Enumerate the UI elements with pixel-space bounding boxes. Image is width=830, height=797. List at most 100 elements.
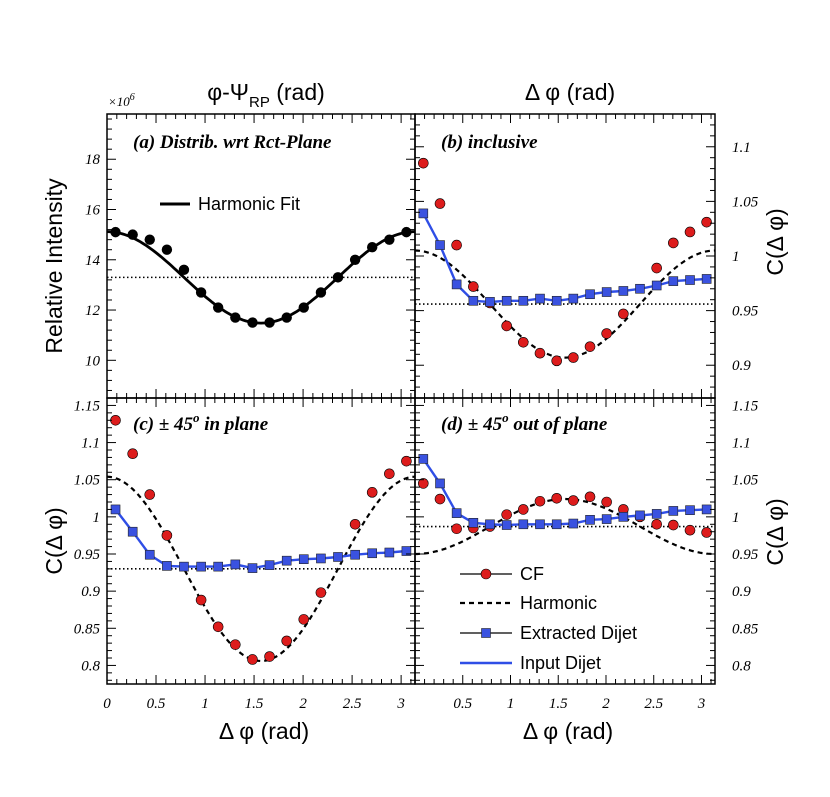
cf-point — [517, 504, 529, 515]
data-point — [178, 264, 190, 276]
data-point — [384, 234, 395, 245]
y-tick-label: 1.05 — [732, 473, 759, 489]
dijet-point — [162, 561, 172, 571]
cf-point — [161, 530, 173, 541]
cf-point — [110, 414, 121, 426]
legend-marker — [480, 568, 492, 580]
data-point — [366, 242, 378, 253]
cf-point — [384, 468, 395, 480]
legend-input-dijet-label: Input Dijet — [520, 653, 601, 673]
panel-frame — [106, 397, 416, 685]
cf-point — [434, 198, 446, 209]
dijet-point — [518, 519, 529, 530]
y-tick-label: 1.1 — [732, 140, 751, 156]
y-axis-label: Relative Intensity — [41, 178, 67, 354]
dijet-point — [264, 560, 275, 570]
data-point — [401, 226, 412, 238]
harmonic-curve — [107, 475, 415, 663]
dijet-point — [601, 287, 612, 297]
data-point — [110, 226, 121, 238]
plot-area-a — [107, 226, 415, 328]
y-tick-label: 0.85 — [732, 621, 759, 637]
data-point — [144, 234, 155, 245]
data-point — [298, 302, 309, 313]
harmonic-curve — [415, 497, 715, 556]
dijet-point — [350, 549, 360, 560]
dijet-point — [668, 506, 679, 516]
input-dijet-line — [422, 212, 707, 304]
legend-cf-label: CF — [520, 564, 544, 584]
y-tick-label: 1 — [732, 510, 740, 526]
panel-d: 0.8 0.85 0.9 0.95 1 1.05 1.1 1.15 0.5 1 1.5 2 2.5 3 Δ … — [414, 397, 788, 744]
dijet-point — [144, 549, 155, 560]
dijet-point — [701, 274, 712, 284]
dijet-point — [518, 295, 529, 306]
right-y-axis-label: C(Δ φ) — [762, 208, 788, 275]
cf-point — [127, 448, 138, 460]
panel-title: (b) inclusive — [441, 132, 538, 153]
dijet-point — [384, 547, 395, 558]
y-tick-label: 0.9 — [81, 584, 100, 600]
y-axis-label: C(Δ φ) — [41, 507, 67, 574]
y-tick-label: 1.05 — [732, 194, 759, 210]
x-tick-label: 0 — [103, 696, 111, 712]
dijet-point — [401, 546, 412, 556]
dijet-point — [435, 240, 445, 250]
cf-point — [264, 651, 275, 662]
x-axis-label: Δ φ (rad) — [523, 718, 613, 744]
cf-point — [501, 320, 512, 332]
dijet-point — [535, 293, 545, 304]
harmonic-curve — [415, 249, 715, 359]
legend-extracted-dijet-label: Extracted Dijet — [520, 623, 637, 643]
dijet-point — [418, 454, 429, 464]
dijet-point — [551, 519, 562, 530]
dijet-point — [601, 514, 612, 524]
dijet-point — [535, 519, 545, 530]
cf-point — [701, 216, 712, 228]
data-point — [195, 287, 207, 298]
dijet-point — [468, 295, 479, 306]
y-tick-label: 0.8 — [732, 658, 751, 674]
data-point — [212, 302, 224, 313]
data-point — [315, 287, 327, 298]
dijet-point — [451, 508, 462, 518]
x-tick-label: 0.5 — [453, 696, 472, 712]
legend-harmonic: Harmonic — [460, 593, 597, 613]
y-tick-label: 0.95 — [732, 304, 759, 320]
panel-title: (d) ± 45o out of plane — [441, 410, 608, 435]
cf-point — [195, 594, 207, 606]
cf-point — [534, 347, 546, 359]
top-axis-label: Δ φ (rad) — [525, 79, 615, 105]
y-tick-label: 1 — [732, 249, 740, 265]
dijet-point — [568, 293, 579, 304]
panel-title: (c) ± 45o in plane — [133, 410, 269, 435]
cf-point — [451, 523, 462, 535]
cf-point — [418, 478, 429, 489]
dijet-point — [685, 275, 695, 285]
panel-frame — [106, 113, 416, 399]
data-point — [127, 229, 138, 240]
cf-point — [651, 518, 662, 530]
dijet-point — [281, 555, 292, 566]
dijet-point — [618, 286, 629, 296]
x-tick-label: 0.5 — [147, 696, 166, 712]
cf-point — [584, 491, 596, 503]
top-axis-label: φ-ΨRP (rad) — [207, 79, 325, 111]
cf-point — [434, 493, 446, 505]
data-point — [332, 272, 344, 283]
x-tick-label: 2 — [602, 696, 610, 712]
cf-point — [230, 639, 241, 650]
y-tick-label: 18 — [85, 152, 101, 168]
dijet-point — [179, 561, 189, 572]
cf-point — [247, 654, 258, 665]
y-tick-label: 12 — [85, 303, 101, 319]
right-y-axis-label: C(Δ φ) — [762, 498, 788, 565]
dijet-point — [668, 276, 679, 286]
cf-point — [568, 352, 579, 363]
y-tick-label: 1.15 — [732, 398, 759, 414]
legend-harmonic-label: Harmonic — [520, 593, 597, 613]
cf-point — [684, 226, 696, 238]
dijet-point — [485, 519, 495, 530]
input-dijet-line — [422, 458, 707, 527]
panel-c: 0.8 0.85 0.9 0.95 1 1.05 1.1 1.15 0 0.5 1 1.5 2 2.5 3 Δ… — [41, 397, 416, 744]
